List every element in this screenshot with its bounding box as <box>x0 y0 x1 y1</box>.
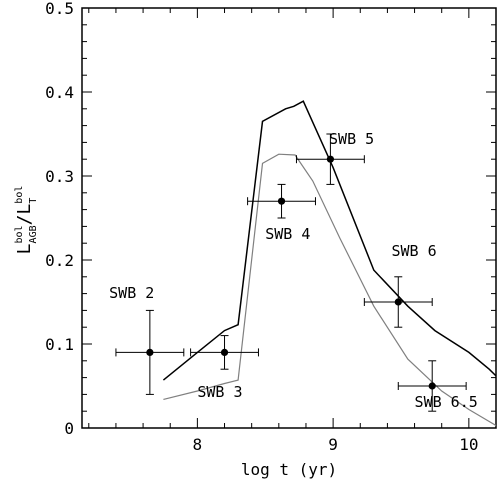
x-tick-label: 10 <box>459 435 478 454</box>
curves <box>162 100 497 427</box>
y-label-num-sup: bol <box>14 225 25 243</box>
model-curve-1 <box>162 100 497 381</box>
data-point-marker <box>277 197 286 205</box>
y-label-den-sub: T <box>28 198 39 204</box>
datapoint-swb-5 <box>295 133 365 185</box>
data-point-marker <box>220 348 229 356</box>
datapoint-swb-6-5 <box>397 360 467 412</box>
tick-labels: 8 9 10 0 0.1 0.2 0.3 0.4 0.5 <box>45 0 478 454</box>
x-tick-label: 8 <box>193 435 203 454</box>
y-tick-label: 0.4 <box>45 83 74 102</box>
y-label-den-base: L <box>14 204 35 215</box>
annotations: SWB 2 SWB 3 SWB 4 SWB 5 SWB 6 SWB 6.5 <box>109 130 478 411</box>
datapoints <box>115 133 467 412</box>
y-label-num-base: L <box>14 243 35 254</box>
y-label-sep: / <box>14 215 35 226</box>
annotation-swb-6: SWB 6 <box>391 242 436 260</box>
datapoint-swb-2 <box>115 309 185 395</box>
datapoint-swb-6 <box>363 276 433 328</box>
data-point-marker <box>394 298 402 306</box>
datapoint-swb-4 <box>247 183 316 219</box>
data-point-marker <box>146 348 154 356</box>
annotation-swb-5: SWB 5 <box>329 130 374 148</box>
data-point-marker <box>326 155 334 163</box>
y-tick-label: 0 <box>64 419 74 438</box>
annotation-swb-4: SWB 4 <box>265 225 310 243</box>
ticks <box>82 7 497 429</box>
y-tick-label: 0.3 <box>45 167 74 186</box>
y-axis-label: Lbol AGB/Lbol T <box>14 186 39 255</box>
annotation-swb-6-5: SWB 6.5 <box>415 393 478 411</box>
data-point-marker <box>428 382 436 390</box>
datapoint-swb-3 <box>190 335 259 370</box>
y-label-den-sup: bol <box>14 186 25 204</box>
x-tick-label: 9 <box>328 435 338 454</box>
plot-frame <box>81 7 497 429</box>
annotation-swb-2: SWB 2 <box>109 284 154 302</box>
y-label-num-sub: AGB <box>28 225 39 243</box>
y-tick-label: 0.5 <box>45 0 74 18</box>
y-tick-label: 0.2 <box>45 251 74 270</box>
annotation-swb-3: SWB 3 <box>197 383 242 401</box>
y-tick-label: 0.1 <box>45 335 74 354</box>
x-axis-label: log t (yr) <box>241 460 337 479</box>
